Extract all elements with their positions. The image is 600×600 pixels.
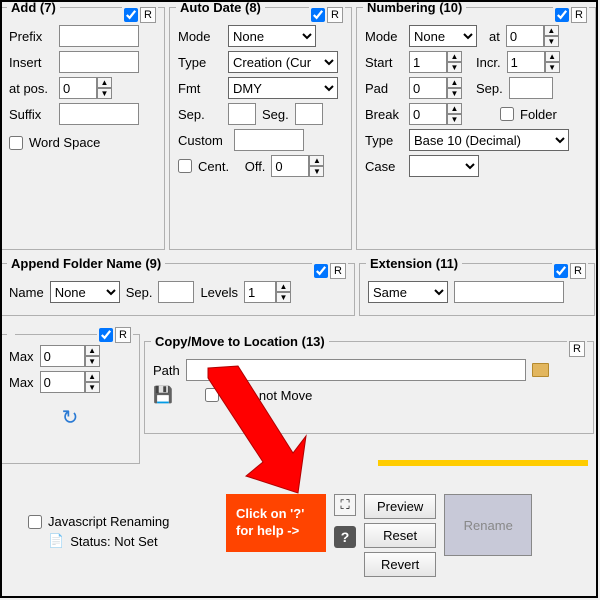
wordspace-checkbox[interactable] <box>9 136 23 150</box>
path-input[interactable] <box>186 359 526 381</box>
add-enable-checkbox[interactable] <box>124 8 138 22</box>
help-callout: Click on '?' for help -> <box>226 494 326 552</box>
num-pad-stepper[interactable]: ▲▼ <box>409 77 462 99</box>
wordspace-label: Word Space <box>29 135 100 150</box>
num-sep-label: Sep. <box>476 81 503 96</box>
insert-input[interactable] <box>59 51 139 73</box>
prefix-input[interactable] <box>59 25 139 47</box>
ad-off-stepper[interactable]: ▲▼ <box>271 155 324 177</box>
num-case-label: Case <box>365 159 403 174</box>
num-type-label: Type <box>365 133 403 148</box>
ext-input[interactable] <box>454 281 564 303</box>
ad-seg-label: Seg. <box>262 107 289 122</box>
js-renaming-label: Javascript Renaming <box>48 514 169 529</box>
num-sep-input[interactable] <box>509 77 553 99</box>
append-enable-checkbox[interactable] <box>314 264 328 278</box>
max1-label: Max <box>9 349 34 364</box>
num-folder-checkbox[interactable] <box>500 107 514 121</box>
ad-mode-label: Mode <box>178 29 222 44</box>
rename-button[interactable]: Rename <box>444 494 532 556</box>
refresh-icon[interactable]: ↻ <box>62 405 79 430</box>
copynot-label: Copy not Move <box>225 388 312 403</box>
ad-fmt-label: Fmt <box>178 81 222 96</box>
num-at-stepper[interactable]: ▲▼ <box>506 25 559 47</box>
ad-custom-input[interactable] <box>234 129 304 151</box>
num-incr-stepper[interactable]: ▲▼ <box>507 51 560 73</box>
num-case-select[interactable] <box>409 155 479 177</box>
ad-type-label: Type <box>178 55 222 70</box>
ad-off-label: Off. <box>245 159 266 174</box>
autodate-title: Auto Date (8) <box>176 0 265 15</box>
js-renaming-checkbox[interactable] <box>28 515 42 529</box>
num-start-label: Start <box>365 55 403 70</box>
numbering-title: Numbering (10) <box>363 0 466 15</box>
prefix-label: Prefix <box>9 29 53 44</box>
max1-stepper[interactable]: ▲▼ <box>40 345 100 367</box>
suffix-input[interactable] <box>59 103 139 125</box>
doc-icon: 📄 <box>48 533 64 549</box>
ad-custom-label: Custom <box>178 133 228 148</box>
preview-button[interactable]: Preview <box>364 494 436 519</box>
num-break-label: Break <box>365 107 403 122</box>
left-reset-button[interactable]: R <box>115 327 131 343</box>
ext-reset-button[interactable]: R <box>570 263 586 279</box>
folder-icon[interactable] <box>532 363 549 377</box>
ad-seg-input[interactable] <box>295 103 323 125</box>
atpos-label: at pos. <box>9 81 53 96</box>
append-levels-label: Levels <box>200 285 238 300</box>
help-icon[interactable]: ? <box>334 526 356 548</box>
ad-fmt-select[interactable]: DMY <box>228 77 338 99</box>
num-mode-label: Mode <box>365 29 403 44</box>
autodate-reset-button[interactable]: R <box>327 7 343 23</box>
progress-bar <box>378 460 588 466</box>
append-name-select[interactable]: None <box>50 281 120 303</box>
revert-button[interactable]: Revert <box>364 552 436 577</box>
reset-button[interactable]: Reset <box>364 523 436 548</box>
num-mode-select[interactable]: None <box>409 25 477 47</box>
copynot-checkbox[interactable] <box>205 388 219 402</box>
num-pad-label: Pad <box>365 81 403 96</box>
max2-stepper[interactable]: ▲▼ <box>40 371 100 393</box>
extension-title: Extension (11) <box>366 256 462 271</box>
num-start-stepper[interactable]: ▲▼ <box>409 51 462 73</box>
num-incr-label: Incr. <box>476 55 501 70</box>
path-label: Path <box>153 363 180 378</box>
ad-cent-checkbox[interactable] <box>178 159 192 173</box>
num-reset-button[interactable]: R <box>571 7 587 23</box>
ad-sep-input[interactable] <box>228 103 256 125</box>
ad-cent-label: Cent. <box>198 159 229 174</box>
expand-button[interactable]: ⛶ <box>334 494 356 516</box>
ext-select[interactable]: Same <box>368 281 448 303</box>
num-folder-label: Folder <box>520 107 557 122</box>
ad-sep-label: Sep. <box>178 107 222 122</box>
add-title: Add (7) <box>7 0 60 15</box>
add-reset-button[interactable]: R <box>140 7 156 23</box>
save-path-icon[interactable]: 💾 <box>153 385 173 405</box>
append-title: Append Folder Name (9) <box>7 256 165 271</box>
num-at-label: at <box>489 29 500 44</box>
append-sep-label: Sep. <box>126 285 153 300</box>
append-levels-stepper[interactable]: ▲▼ <box>244 281 291 303</box>
ad-type-select[interactable]: Creation (Cur <box>228 51 338 73</box>
left-enable-checkbox[interactable] <box>99 328 113 342</box>
num-break-stepper[interactable]: ▲▼ <box>409 103 462 125</box>
ad-mode-select[interactable]: None <box>228 25 316 47</box>
num-enable-checkbox[interactable] <box>555 8 569 22</box>
append-sep-input[interactable] <box>158 281 194 303</box>
append-reset-button[interactable]: R <box>330 263 346 279</box>
atpos-stepper[interactable]: ▲▼ <box>59 77 112 99</box>
append-name-label: Name <box>9 285 44 300</box>
max2-label: Max <box>9 375 34 390</box>
status-label: Status: Not Set <box>70 534 157 549</box>
copymove-title: Copy/Move to Location (13) <box>151 334 329 349</box>
ext-enable-checkbox[interactable] <box>554 264 568 278</box>
suffix-label: Suffix <box>9 107 53 122</box>
autodate-enable-checkbox[interactable] <box>311 8 325 22</box>
insert-label: Insert <box>9 55 53 70</box>
num-type-select[interactable]: Base 10 (Decimal) <box>409 129 569 151</box>
copymove-reset-button[interactable]: R <box>569 341 585 357</box>
